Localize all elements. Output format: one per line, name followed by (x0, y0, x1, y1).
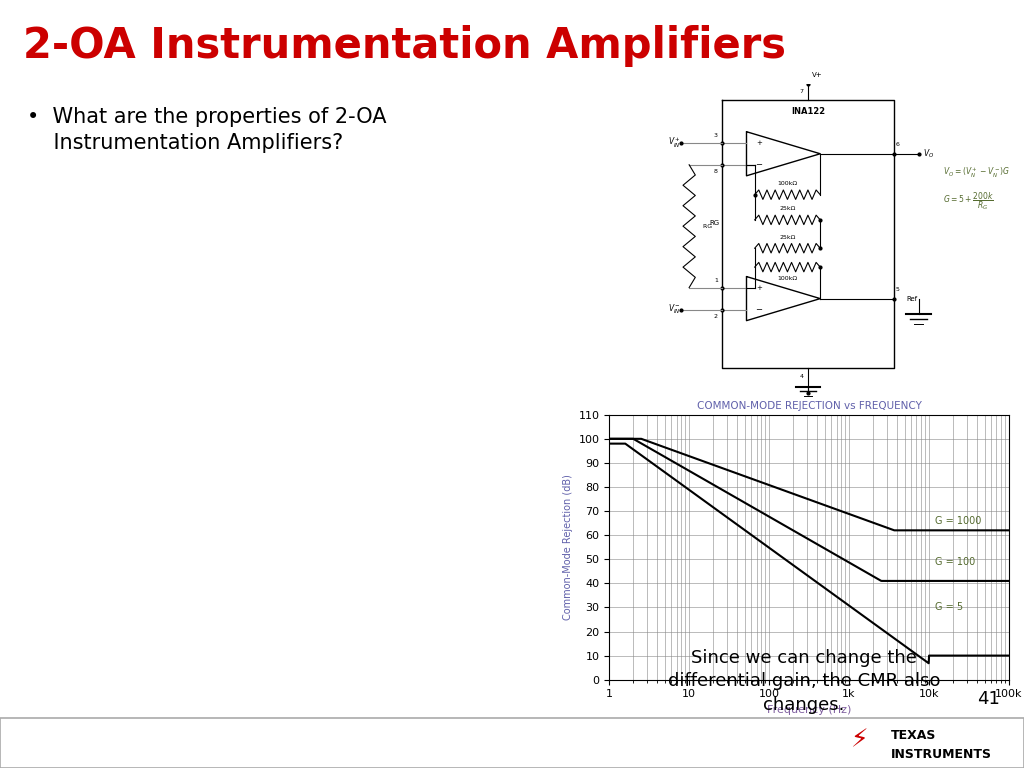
Text: RG: RG (699, 223, 712, 229)
Text: 41: 41 (977, 690, 999, 708)
Text: 25kΩ: 25kΩ (779, 235, 796, 240)
Text: Ref: Ref (906, 296, 918, 302)
Text: $G = 5 + \dfrac{200k}{R_G}$: $G = 5 + \dfrac{200k}{R_G}$ (943, 190, 994, 212)
Text: INA122: INA122 (791, 107, 825, 115)
Text: 2: 2 (714, 314, 718, 319)
Text: RG: RG (710, 220, 720, 226)
Text: 3: 3 (714, 133, 718, 138)
Text: V+: V+ (812, 72, 822, 78)
Text: TEXAS: TEXAS (891, 729, 936, 742)
Text: G = 5: G = 5 (935, 602, 964, 612)
Text: 7: 7 (800, 89, 804, 94)
Text: $V_O = (V_N^+ - V_N^-)G$: $V_O = (V_N^+ - V_N^-)G$ (943, 166, 1011, 180)
Text: INSTRUMENTS: INSTRUMENTS (891, 747, 992, 760)
Text: 5: 5 (896, 287, 900, 293)
Text: 8: 8 (714, 170, 718, 174)
Text: +: + (756, 285, 762, 290)
Text: G = 1000: G = 1000 (935, 515, 981, 526)
Text: •  What are the properties of 2-OA
    Instrumentation Amplifiers?: • What are the properties of 2-OA Instru… (28, 107, 387, 154)
Text: −: − (756, 305, 762, 314)
Text: G = 100: G = 100 (935, 557, 975, 567)
Text: $V_O$: $V_O$ (923, 147, 934, 160)
Text: 100kΩ: 100kΩ (777, 276, 798, 280)
Text: 1: 1 (714, 278, 718, 283)
Text: $V_{IN}^-$: $V_{IN}^-$ (668, 303, 681, 316)
X-axis label: Frequency (Hz): Frequency (Hz) (767, 705, 851, 715)
Text: 4: 4 (800, 374, 804, 379)
Title: COMMON-MODE REJECTION vs FREQUENCY: COMMON-MODE REJECTION vs FREQUENCY (696, 401, 922, 411)
Text: 25kΩ: 25kΩ (779, 207, 796, 211)
Text: Since we can change the
differential gain, the CMR also
changes.: Since we can change the differential gai… (668, 648, 940, 713)
Y-axis label: Common-Mode Rejection (dB): Common-Mode Rejection (dB) (563, 475, 573, 620)
Text: −: − (756, 161, 762, 169)
Text: 2-OA Instrumentation Amplifiers: 2-OA Instrumentation Amplifiers (23, 25, 785, 67)
Text: $V_{IN}^+$: $V_{IN}^+$ (668, 136, 681, 150)
Text: 100kΩ: 100kΩ (777, 181, 798, 186)
Text: ⚡: ⚡ (851, 729, 869, 753)
Text: 6: 6 (896, 142, 900, 147)
Text: +: + (756, 140, 762, 146)
